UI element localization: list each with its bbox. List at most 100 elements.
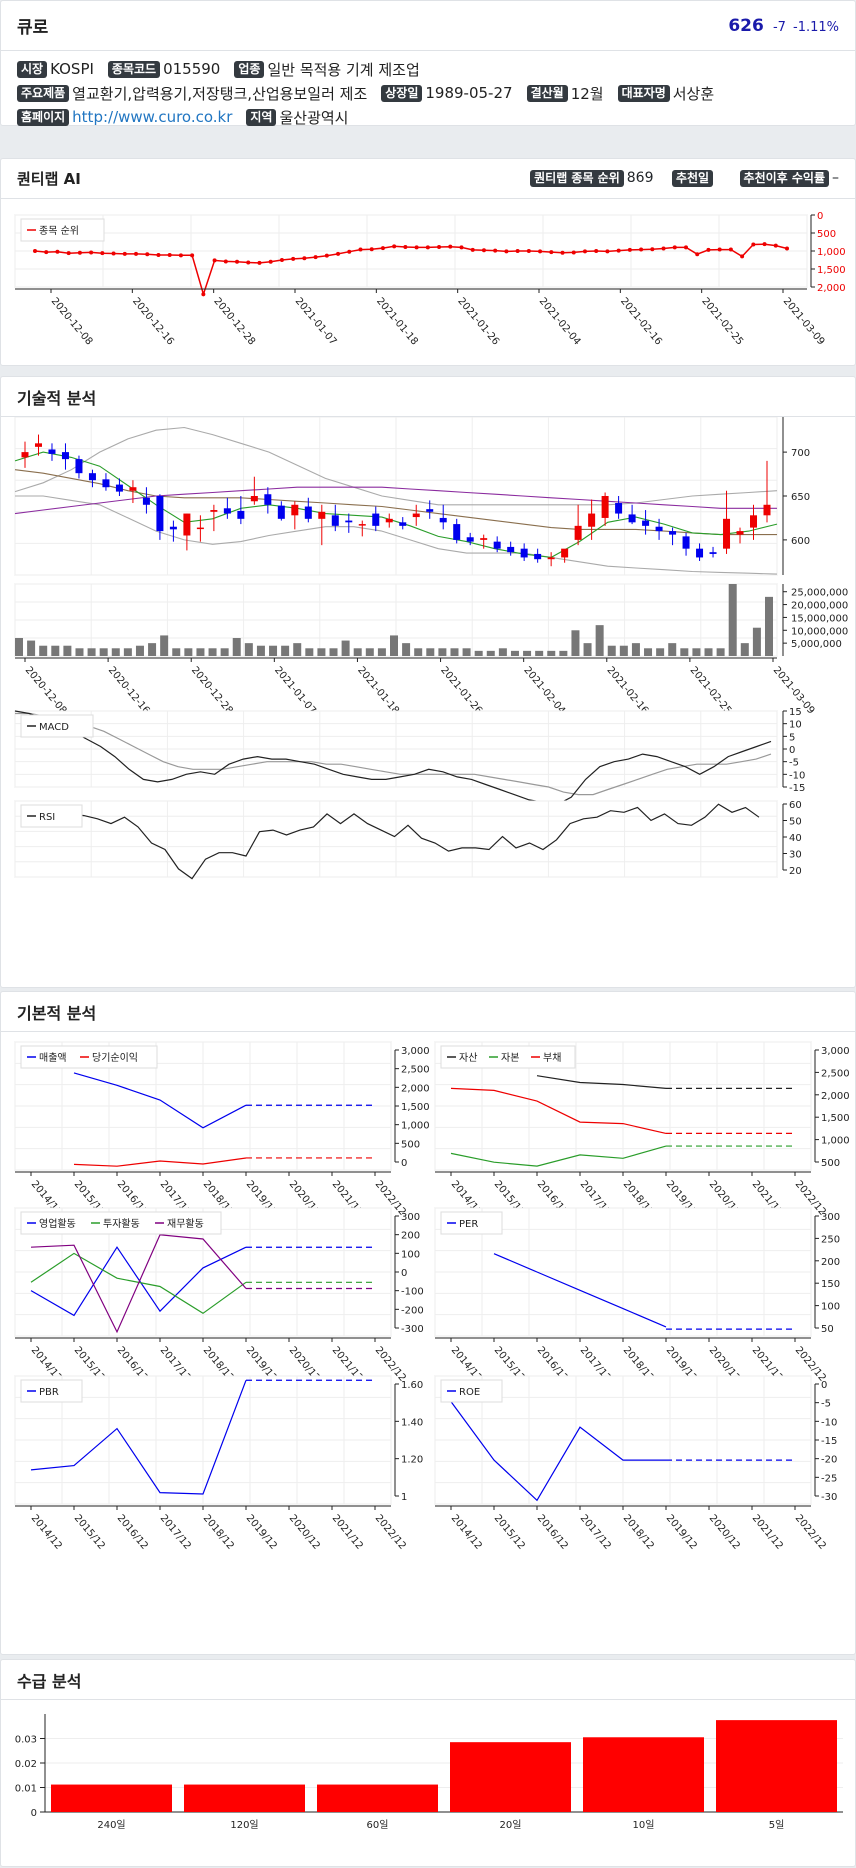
fund-7-legend-label: 투자활동 [103,1217,140,1230]
volume-bar [498,648,507,656]
rank-point [627,247,632,252]
volume-bar [51,645,60,656]
rank-point [695,252,700,257]
volume-bar [414,648,423,656]
supply-bar [184,1784,305,1812]
fund-9-x-tick-label: 2021/12 [330,1513,365,1552]
candle-body [763,504,771,516]
fund-8-y-tick-label: 300 [821,1212,840,1223]
candle-body [250,496,258,502]
rank-point [639,247,644,252]
fund-5-y-tick-label: 3,000 [401,1046,430,1057]
volume-bar [765,596,773,656]
rank-legend [20,218,105,242]
ceo-label: 대표자명 [617,84,670,102]
volume-y-tick-label: 20,000,000 [791,601,848,612]
candle-body [439,517,447,523]
candle-body [237,510,245,519]
rank-point [235,259,240,264]
volume-bar [256,645,265,656]
rank-point [122,251,127,256]
rank-point [89,250,94,255]
candle-body [426,509,434,512]
fund-6-legend-label: 자본 [501,1052,519,1064]
fund-10-y-tick-label: -10 [821,1417,837,1428]
fund-8-legend [440,1211,503,1235]
ma-line-ma_long [14,469,777,536]
fund-5-y-tick-label: 500 [401,1139,420,1150]
products-label: 주요제품 [17,84,70,102]
fund-10-legend-label: ROE [459,1387,480,1398]
fiscal-value: 12월 [570,84,604,103]
macd-y-tick-label: 10 [789,720,802,731]
rank-point [425,245,430,250]
rank-point [336,251,341,256]
ma-line-bb_upper [14,426,778,506]
fund-6-series-line [450,1087,667,1134]
volume-bar [728,584,737,656]
volume-bar [644,648,653,656]
listed-value: 1989-05-27 [425,84,513,102]
candle-body [21,452,29,458]
rsi-y-tick-label: 30 [789,850,802,861]
fund-7-y-tick-label: 100 [401,1249,420,1260]
fund-7-series-line [30,1246,247,1317]
rank-point [392,244,397,249]
macd-y-tick-label: -15 [789,783,805,794]
candle-body [412,513,420,518]
candle-body [453,524,461,540]
candle-body [291,504,299,516]
fund-6-y-tick-label: 2,500 [821,1068,850,1079]
rank-point [661,246,666,251]
supply-card: 수급 분석 0.03 0.02 0.01 0 240일 120일 60일 20일 10일 5일 [0,1659,856,1867]
volume-y-tick-label: 15,000,000 [791,613,848,624]
rank-point [190,253,195,258]
volume-bar [232,638,241,656]
candle-body [183,513,191,536]
rank-y-tick-label: 1,000 [817,247,846,258]
candle-body [466,537,474,542]
candle-body [588,513,596,527]
fund-9-legend-label: PBR [39,1387,59,1398]
rank-x-tick-label: 2020-12-08 [49,296,95,348]
candle-body [493,541,501,549]
market-label: 시장 [17,60,48,78]
fund-7-y-tick-label: 200 [401,1231,420,1242]
volume-bar [160,635,169,656]
fund-5-y-tick-label: 1,500 [401,1102,430,1113]
fund-8-series-line [493,1253,667,1328]
rsi-legend [20,804,83,828]
rank-point [605,249,610,254]
stock-change: -7 [772,19,786,35]
rank-point [324,253,329,258]
fund-10-y-tick-label: -25 [821,1473,837,1484]
volume-y-tick-label: 5,000,000 [791,639,842,650]
rank-point [504,249,509,254]
candle-body [547,557,555,560]
fund-10-x-tick-label: 2014/12 [449,1513,484,1552]
rank-chart: 0 500 1,000 1,500 2,000 종목 순위 2020-12-08 2020-1… [14,211,846,348]
volume-bar [752,627,761,656]
homepage-link[interactable]: http://www.curo.co.kr [72,108,233,126]
candle-body [628,514,636,523]
rank-point [538,249,543,254]
rank-point [111,251,116,256]
rank-point [571,250,576,255]
candle-body [520,548,528,558]
fund-9-y-tick-label: 1 [401,1492,407,1503]
supply-bar [450,1742,571,1812]
fundamental-card: 기본적 분석 3,000 2,500 2,000 1,500 1,000 500 0 매출액 당… [0,991,856,1655]
rank-point [212,258,217,263]
rank-point [616,248,621,253]
candle-body [696,548,704,558]
supply-y-tick-label: 0.02 [15,1759,37,1770]
volume-bar [535,650,544,656]
code-value: 015590 [163,60,221,78]
volume-x-tick-label: 2021-01-26 [438,665,484,717]
stock-name: 큐로 [17,18,49,38]
candle-body [372,513,380,526]
rank-point [549,250,554,255]
fund-9-y-tick-label: 1.40 [401,1417,423,1428]
rank-y-tick-label: 1,500 [817,265,846,276]
volume-bar [329,648,338,656]
